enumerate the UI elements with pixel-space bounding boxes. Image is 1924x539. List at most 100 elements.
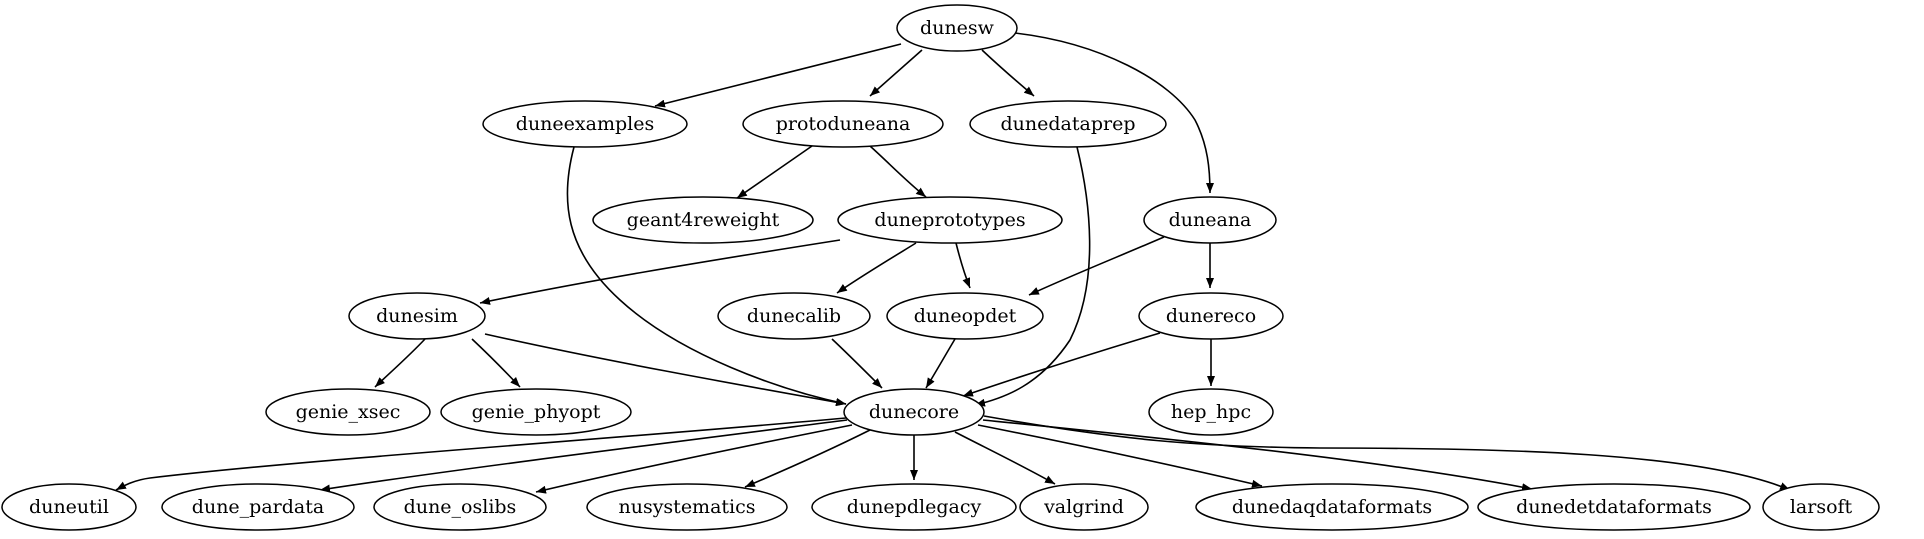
edge-dunecore-to-dune_oslibs: [535, 424, 853, 494]
edge-dunereco-to-dunecore: [962, 332, 1161, 397]
node-label: genie_xsec: [296, 401, 401, 423]
edge-duneprototypes-to-dunesim: [479, 239, 841, 305]
node-larsoft: larsoft: [1762, 483, 1880, 531]
edge-protoduneana-to-geant4reweight: [736, 145, 813, 199]
node-ellipse: [1195, 483, 1469, 531]
node-label: dunedaqdataformats: [1232, 496, 1432, 518]
edge-group: [566, 146, 847, 406]
node-ellipse: [482, 100, 688, 148]
node-label: duneana: [1169, 209, 1252, 231]
node-dunesw: dunesw: [896, 4, 1018, 52]
edge-dunecalib-to-dunecore: [831, 338, 883, 389]
node-duneana: duneana: [1143, 196, 1277, 244]
edge-dunesw-to-protoduneana: [869, 49, 923, 97]
node-dunereco: dunereco: [1138, 292, 1284, 340]
edge-group: [736, 145, 813, 199]
edge-dunesim-to-dunecore: [484, 333, 847, 407]
edge-group: [1014, 32, 1214, 194]
edge-group: [115, 417, 847, 491]
edge-group: [484, 333, 847, 407]
edge-group: [954, 431, 1056, 485]
edge-dunedataprep-to-dunecore: [974, 146, 1091, 407]
node-label: dunepdlegacy: [847, 496, 982, 518]
node-label: hep_hpc: [1171, 401, 1251, 423]
node-valgrind: valgrind: [1019, 483, 1149, 531]
edge-duneexamples-to-dunecore: [566, 146, 847, 406]
node-label: dunesw: [920, 17, 995, 39]
edge-group: [974, 146, 1091, 407]
edge-group: [471, 338, 521, 388]
node-label: dunedetdataformats: [1516, 496, 1712, 518]
node-ellipse: [1138, 292, 1284, 340]
edge-dunesim-to-genie_xsec: [374, 338, 426, 388]
edge-group: [374, 338, 426, 388]
edge-duneana-to-duneopdet: [1028, 236, 1165, 296]
edge-group: [981, 49, 1035, 97]
node-label: dunecore: [869, 401, 959, 423]
node-ellipse: [1019, 483, 1149, 531]
node-duneopdet: duneopdet: [886, 292, 1044, 340]
node-ellipse: [843, 388, 985, 436]
edge-dunesim-to-genie_phyopt: [471, 338, 521, 388]
node-dunedaqdataformats: dunedaqdataformats: [1195, 483, 1469, 531]
edge-protoduneana-to-duneprototypes: [869, 145, 927, 198]
edge-dunecore-to-larsoft: [983, 415, 1791, 491]
edge-group: [983, 415, 1791, 491]
edge-group: [977, 424, 1263, 488]
edge-group: [535, 424, 853, 494]
edge-group: [869, 49, 923, 97]
edge-group: [836, 242, 917, 294]
node-label: valgrind: [1043, 496, 1124, 518]
node-ellipse: [969, 100, 1167, 148]
node-label: dune_pardata: [192, 496, 324, 518]
node-ellipse: [886, 292, 1044, 340]
node-protoduneana: protoduneana: [742, 100, 944, 148]
edge-dunecore-to-dunedetdataformats: [982, 419, 1533, 492]
node-dunedataprep: dunedataprep: [969, 100, 1167, 148]
node-label: genie_phyopt: [472, 401, 601, 423]
node-dune_pardata: dune_pardata: [161, 483, 355, 531]
node-ellipse: [440, 388, 632, 436]
node-ellipse: [348, 292, 486, 340]
node-ellipse: [1, 483, 137, 531]
node-duneexamples: duneexamples: [482, 100, 688, 148]
node-duneprototypes: duneprototypes: [837, 196, 1063, 244]
node-nusystematics: nusystematics: [586, 483, 788, 531]
node-label: duneprototypes: [874, 209, 1025, 231]
node-dunedetdataformats: dunedetdataformats: [1477, 483, 1751, 531]
node-ellipse: [1477, 483, 1751, 531]
node-ellipse: [161, 483, 355, 531]
node-genie_xsec: genie_xsec: [265, 388, 431, 436]
node-label: geant4reweight: [627, 209, 780, 231]
node-label: dunedataprep: [1001, 113, 1136, 135]
node-ellipse: [717, 292, 871, 340]
node-dunecore: dunecore: [843, 388, 985, 436]
edge-duneprototypes-to-duneopdet: [955, 242, 971, 289]
edge-duneprototypes-to-dunecalib: [836, 242, 917, 294]
edge-group: [955, 242, 971, 289]
node-ellipse: [265, 388, 431, 436]
node-ellipse: [742, 100, 944, 148]
edge-dunecore-to-valgrind: [954, 431, 1056, 485]
node-ellipse: [811, 483, 1017, 531]
node-dune_oslibs: dune_oslibs: [373, 483, 547, 531]
node-ellipse: [586, 483, 788, 531]
edge-dunesw-to-dunedataprep: [981, 49, 1035, 97]
edge-group: [744, 429, 871, 488]
node-label: nusystematics: [618, 496, 755, 518]
edge-group: [925, 338, 956, 389]
node-label: larsoft: [1790, 496, 1853, 518]
edge-group: [319, 419, 848, 493]
edge-group: [654, 43, 902, 108]
node-dunesim: dunesim: [348, 292, 486, 340]
edge-dunesw-to-duneana: [1014, 32, 1214, 194]
node-label: duneexamples: [516, 113, 654, 135]
node-label: protoduneana: [776, 113, 911, 135]
node-ellipse: [1148, 388, 1274, 436]
node-hep_hpc: hep_hpc: [1148, 388, 1274, 436]
edge-dunecore-to-dunedaqdataformats: [977, 424, 1263, 488]
edge-group: [869, 145, 927, 198]
edge-duneopdet-to-dunecore: [925, 338, 956, 389]
nodes-layer: dunesw duneexamples protoduneana dunedatapr…: [1, 4, 1880, 531]
